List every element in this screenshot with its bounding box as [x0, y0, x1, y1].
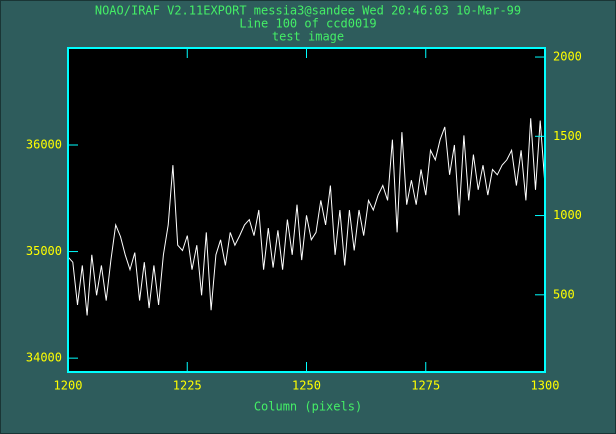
y2-tick-label: 1000	[553, 208, 582, 222]
x-tick-label: 1225	[173, 379, 202, 393]
annotation: test image	[272, 30, 344, 44]
y-tick-label: 36000	[26, 137, 62, 151]
y2-tick-label: 2000	[553, 50, 582, 64]
y-tick-label: 35000	[26, 244, 62, 258]
x-axis-label: Column (pixels)	[254, 400, 362, 414]
y2-tick-label: 1500	[553, 129, 582, 143]
plot-area	[68, 48, 545, 372]
chart-title: NOAO/IRAF V2.11EXPORT messia3@sandee Wed…	[95, 4, 521, 18]
y-tick-label: 34000	[26, 351, 62, 365]
x-tick-label: 1275	[411, 379, 440, 393]
x-tick-label: 1200	[54, 379, 83, 393]
y2-tick-label: 500	[553, 287, 575, 301]
plot-frame	[67, 47, 546, 373]
x-tick-label: 1250	[292, 379, 321, 393]
x-tick-label: 1300	[531, 379, 560, 393]
data-line	[67, 118, 546, 316]
chart-subtitle: Line 100 of ccd0019	[239, 17, 376, 31]
